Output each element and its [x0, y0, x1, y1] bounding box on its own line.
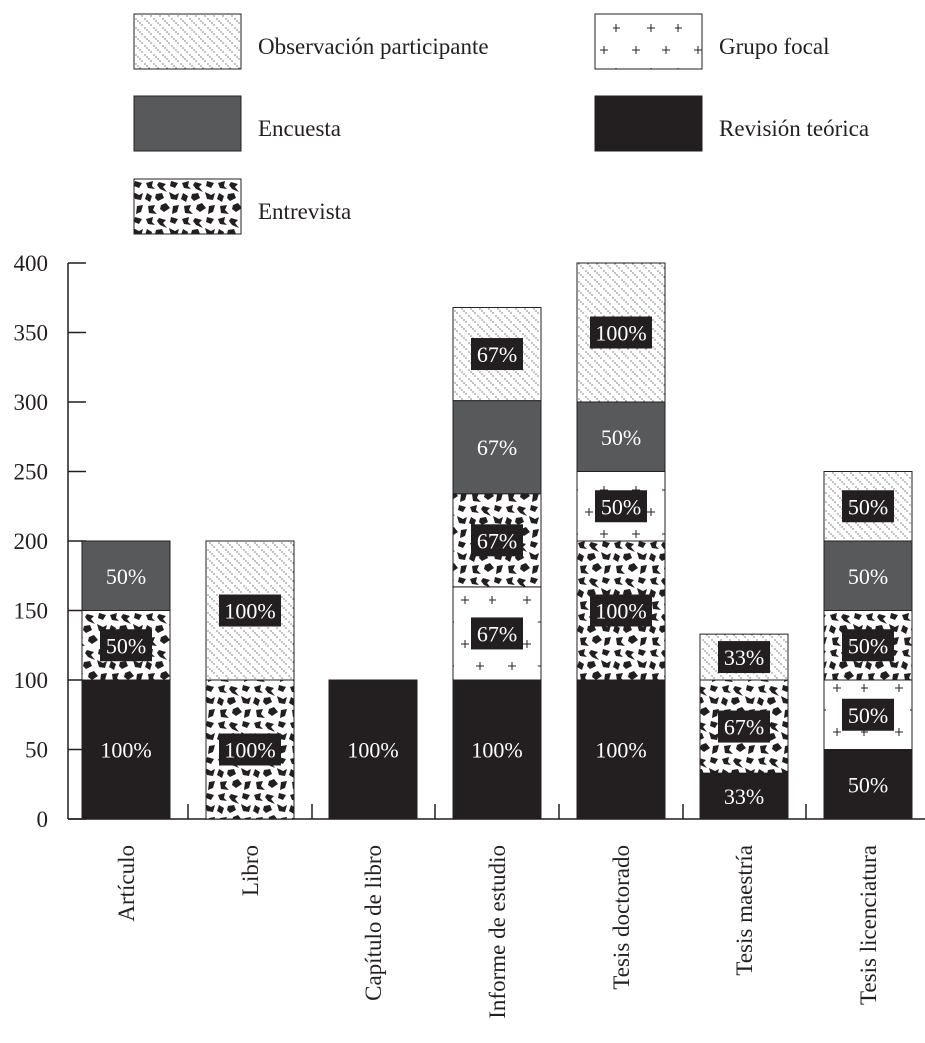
- data-label: 67%: [477, 621, 517, 646]
- bar-segment-entrevista: 67%: [453, 494, 541, 587]
- bar-segment-encuesta: 67%: [453, 401, 541, 494]
- legend-item-entrevista: Entrevista: [134, 179, 351, 234]
- bar-segment-entrevista: 100%: [577, 541, 665, 680]
- bar-segment-grupo-focal: 50%: [824, 680, 912, 750]
- bar-segment-revision-teorica: 100%: [82, 680, 170, 819]
- y-tick-label: 200: [14, 529, 49, 554]
- y-axis: 0 50 100 150 200 250 300 350 400: [14, 251, 87, 832]
- y-tick-label: 50: [25, 738, 48, 763]
- bar-segment-revision-teorica: 100%: [453, 680, 541, 819]
- data-label: 100%: [595, 321, 646, 346]
- legend-label: Observación participante: [258, 34, 489, 59]
- data-label: 50%: [848, 703, 888, 728]
- data-label: 50%: [848, 772, 888, 797]
- y-tick-label: 100: [14, 668, 49, 693]
- data-label: 50%: [848, 564, 888, 589]
- y-tick-label: 0: [37, 807, 49, 832]
- legend-swatch: [134, 179, 241, 234]
- legend-item-grupo-focal: Grupo focal: [595, 14, 830, 69]
- x-tick-label: Capítulo de libro: [361, 845, 386, 1001]
- bar-segment-revision-teorica: 50%: [824, 750, 912, 820]
- legend-item-observacion-participante: Observación participante: [134, 14, 489, 69]
- y-tick-label: 250: [14, 460, 49, 485]
- bar-segment-entrevista: 100%: [206, 680, 294, 819]
- legend-label: Grupo focal: [719, 34, 830, 59]
- bar-segment-observacion-participante: 100%: [577, 263, 665, 402]
- data-label: 33%: [724, 645, 764, 670]
- legend-label: Entrevista: [258, 199, 351, 224]
- legend-swatch: [595, 96, 702, 151]
- data-label: 100%: [595, 738, 646, 763]
- bars: 100% 100% 100% 100% 33% 50% 50% 100% 100% 67% 67% 5…: [82, 263, 912, 819]
- data-label: 67%: [724, 715, 764, 740]
- legend-label: Encuesta: [258, 116, 341, 141]
- bar-segment-revision-teorica: 100%: [577, 680, 665, 819]
- data-label: 67%: [477, 528, 517, 553]
- bar-segment-entrevista: 50%: [82, 611, 170, 681]
- data-label: 50%: [106, 564, 146, 589]
- x-axis: Artículo Libro Capítulo de libro Informe de…: [68, 804, 925, 1019]
- legend-item-revision-teorica: Revisión teórica: [595, 96, 869, 151]
- data-label: 67%: [477, 435, 517, 460]
- y-tick-label: 400: [14, 251, 49, 276]
- bar-segment-revision-teorica: 100%: [329, 680, 417, 819]
- x-tick-label: Informe de estudio: [485, 845, 510, 1019]
- data-label: 50%: [601, 494, 641, 519]
- x-tick-label: Artículo: [114, 845, 139, 922]
- data-label: 100%: [100, 738, 151, 763]
- data-label: 100%: [595, 599, 646, 624]
- data-label: 67%: [477, 342, 517, 367]
- bar-segment-encuesta: 50%: [577, 402, 665, 472]
- bar-segment-observacion-participante: 50%: [824, 472, 912, 542]
- x-tick-label: Tesis maestría: [732, 845, 757, 976]
- y-tick-label: 150: [14, 599, 49, 624]
- bar-segment-observacion-participante: 33%: [700, 634, 788, 680]
- legend-label: Revisión teórica: [719, 116, 869, 141]
- bar-segment-revision-teorica: 33%: [700, 773, 788, 819]
- bar-segment-grupo-focal: 67%: [453, 587, 541, 680]
- legend-swatch: [134, 14, 241, 69]
- data-label: 100%: [471, 738, 522, 763]
- bar-segment-observacion-participante: 67%: [453, 307, 541, 400]
- data-label: 50%: [106, 633, 146, 658]
- y-tick-label: 350: [14, 321, 49, 346]
- legend-swatch: [595, 14, 702, 69]
- data-label: 50%: [848, 633, 888, 658]
- data-label: 100%: [347, 738, 398, 763]
- bar-segment-encuesta: 50%: [82, 541, 170, 611]
- y-tick-label: 300: [14, 390, 49, 415]
- data-label: 100%: [224, 599, 275, 624]
- x-tick-label: Libro: [238, 845, 263, 896]
- x-tick-label: Tesis licenciatura: [856, 845, 881, 1005]
- bar-segment-entrevista: 67%: [700, 680, 788, 773]
- data-label: 100%: [224, 738, 275, 763]
- bar-segment-observacion-participante: 100%: [206, 541, 294, 680]
- bar-segment-encuesta: 50%: [824, 541, 912, 611]
- data-label: 50%: [601, 425, 641, 450]
- x-tick-label: Tesis doctorado: [609, 845, 634, 990]
- legend-item-encuesta: Encuesta: [134, 96, 341, 151]
- bar-segment-grupo-focal: 50%: [577, 472, 665, 542]
- data-label: 50%: [848, 494, 888, 519]
- legend-swatch: [134, 96, 241, 151]
- data-label: 33%: [724, 784, 764, 809]
- bar-segment-entrevista: 50%: [824, 611, 912, 681]
- legend: Observación participante Grupo focal Encue…: [134, 14, 869, 234]
